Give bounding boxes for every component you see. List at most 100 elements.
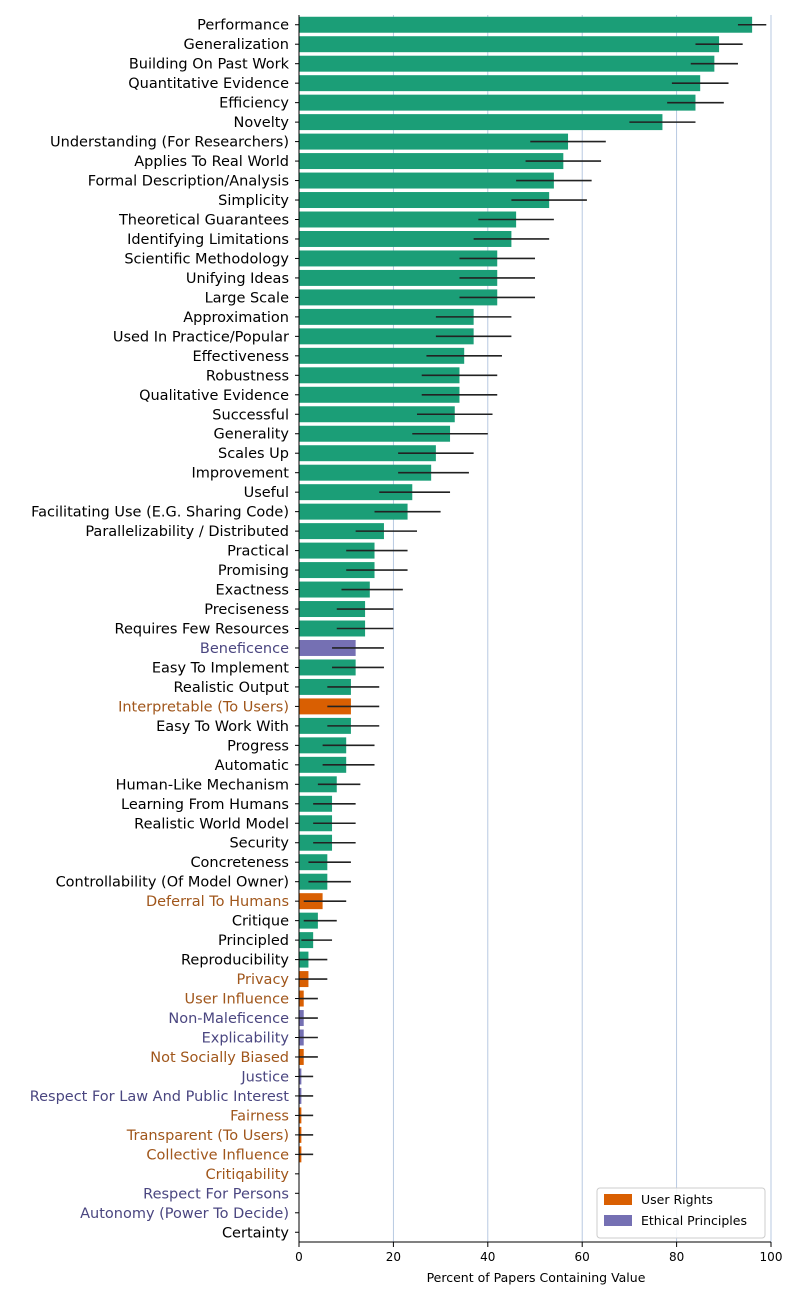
category-label-used-in-practice-popular: Used In Practice/Popular [113,329,289,345]
bar-requires-few-resources [299,620,366,637]
bar-facilitating-use-e-g-sharing-code [299,503,408,520]
category-label-preciseness: Preciseness [204,602,289,618]
category-label-novelty: Novelty [233,115,289,131]
category-label-understanding-for-researchers: Understanding (For Researchers) [50,135,289,151]
bar-efficiency [299,94,696,111]
bar-simplicity [299,192,550,209]
bar-qualitative-evidence [299,386,460,403]
category-label-deferral-to-humans: Deferral To Humans [146,894,289,910]
category-label-approximation: Approximation [183,310,289,326]
bar-improvement [299,464,432,481]
x-tick-label-20: 20 [386,1250,401,1264]
category-label-useful: Useful [244,485,289,501]
bar-performance [299,16,753,33]
category-label-critiqability: Critiqability [206,1167,290,1183]
category-label-easy-to-implement: Easy To Implement [152,660,289,676]
x-tick-label-60: 60 [575,1250,590,1264]
bar-formal-description-analysis [299,172,554,189]
bar-building-on-past-work [299,55,715,72]
category-label-large-scale: Large Scale [205,290,289,306]
category-label-privacy: Privacy [237,972,290,988]
category-label-beneficence: Beneficence [200,641,289,657]
category-label-efficiency: Efficiency [219,96,289,112]
category-label-parallelizability-distributed: Parallelizability / Distributed [85,524,289,540]
category-label-improvement: Improvement [191,466,289,482]
category-label-requires-few-resources: Requires Few Resources [115,622,289,638]
category-label-principled: Principled [218,933,289,949]
category-label-learning-from-humans: Learning From Humans [121,797,289,813]
legend-swatch-ethical-principles [604,1215,632,1226]
category-labels: Performance Generalization Building On Pas… [30,18,290,1242]
category-label-performance: Performance [197,18,289,34]
category-label-justice: Justice [240,1069,289,1085]
category-label-robustness: Robustness [206,368,289,384]
legend-label-user-rights: User Rights [641,1192,713,1207]
category-label-autonomy-power-to-decide: Autonomy (Power To Decide) [80,1206,289,1222]
category-label-formal-description-analysis: Formal Description/Analysis [88,174,289,190]
bar-effectiveness [299,347,465,364]
category-label-critique: Critique [232,914,289,930]
legend: User Rights Ethical Principles [596,1187,766,1239]
legend-swatch-user-rights [604,1194,632,1205]
category-label-user-influence: User Influence [185,992,290,1008]
category-label-concreteness: Concreteness [190,855,289,871]
bar-exactness [299,581,370,598]
category-label-successful: Successful [212,407,289,423]
bar-preciseness [299,601,366,618]
category-label-certainty: Certainty [222,1225,289,1241]
bar-interpretable-to-users [299,698,351,715]
category-label-exactness: Exactness [215,583,289,599]
category-label-effectiveness: Effectiveness [193,349,289,365]
category-label-quantitative-evidence: Quantitative Evidence [128,76,289,92]
category-label-transparent-to-users: Transparent (To Users) [126,1128,289,1144]
bar-approximation [299,308,474,325]
bar-large-scale [299,289,498,306]
bar-robustness [299,367,460,384]
x-tick-label-80: 80 [669,1250,684,1264]
category-label-scientific-methodology: Scientific Methodology [124,251,289,267]
axes: 0 20 40 60 80 100 [295,15,782,1264]
bar-useful [299,484,413,501]
category-label-explicability: Explicability [202,1031,290,1047]
category-label-generalization: Generalization [184,37,289,53]
category-label-interpretable-to-users: Interpretable (To Users) [118,699,289,715]
bar-theoretical-guarantees [299,211,517,228]
category-label-unifying-ideas: Unifying Ideas [186,271,289,287]
bar-generality [299,425,451,442]
bar-unifying-ideas [299,269,498,286]
category-label-respect-for-law-and-public-interest: Respect For Law And Public Interest [30,1089,290,1105]
bar-used-in-practice-popular [299,328,474,345]
bar-quantitative-evidence [299,75,701,92]
error-bars [299,23,767,1156]
bar-understanding-for-researchers [299,133,569,150]
category-label-progress: Progress [227,738,289,754]
category-label-practical: Practical [227,544,289,560]
category-label-scales-up: Scales Up [218,446,289,462]
bar-parallelizability-distributed [299,523,384,540]
bar-easy-to-implement [299,659,356,676]
category-label-automatic: Automatic [215,758,289,774]
category-label-applies-to-real-world: Applies To Real World [134,154,289,170]
bar-identifying-limitations [299,230,512,247]
category-label-building-on-past-work: Building On Past Work [129,57,290,73]
legend-box [596,1187,766,1239]
category-label-simplicity: Simplicity [218,193,289,209]
category-label-collective-influence: Collective Influence [146,1147,289,1163]
category-label-realistic-world-model: Realistic World Model [134,816,289,832]
category-label-respect-for-persons: Respect For Persons [143,1186,289,1202]
bar-realistic-output [299,678,351,695]
bar-beneficence [299,639,356,656]
category-label-human-like-mechanism: Human-Like Mechanism [116,777,289,793]
legend-label-ethical-principles: Ethical Principles [641,1213,747,1228]
x-tick-label-100: 100 [760,1250,783,1264]
category-label-qualitative-evidence: Qualitative Evidence [139,388,289,404]
category-label-theoretical-guarantees: Theoretical Guarantees [118,213,289,229]
category-label-facilitating-use-e-g-sharing-code: Facilitating Use (E.G. Sharing Code) [31,505,289,521]
category-label-realistic-output: Realistic Output [173,680,289,696]
category-label-non-maleficence: Non-Maleficence [168,1011,289,1027]
bar-successful [299,406,455,423]
category-label-reproducibility: Reproducibility [181,953,289,969]
category-label-fairness: Fairness [230,1108,289,1124]
bar-practical [299,542,375,559]
bar-scientific-methodology [299,250,498,267]
